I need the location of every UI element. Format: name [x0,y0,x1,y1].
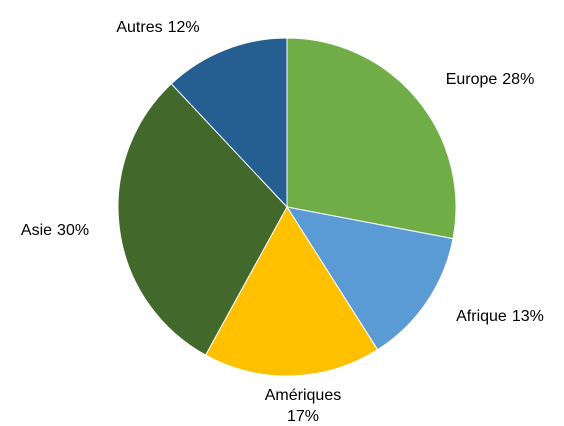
category-label: Asie [21,222,52,239]
category-label: Autres [116,19,162,36]
slice-label: Europe 28% [446,71,535,88]
value-label: 30% [57,222,89,239]
pie-slice [286,37,457,240]
pie-slice [204,206,379,377]
slice-label: Amériques 17% [265,387,341,425]
slice-label: Asie 30% [21,222,89,239]
slice-label: Autres 12% [116,19,199,36]
pie-slice [285,206,454,351]
category-label: Amériques [265,387,341,404]
slice-label: Afrique 13% [456,308,544,325]
value-label: 17% [287,408,319,425]
value-label: 12% [168,19,200,36]
pie-slice [170,37,288,209]
value-label: 28% [502,71,534,88]
category-label: Afrique [456,308,507,325]
value-label: 13% [512,308,544,325]
pie-slice [117,83,288,356]
category-label: Europe [446,71,498,88]
